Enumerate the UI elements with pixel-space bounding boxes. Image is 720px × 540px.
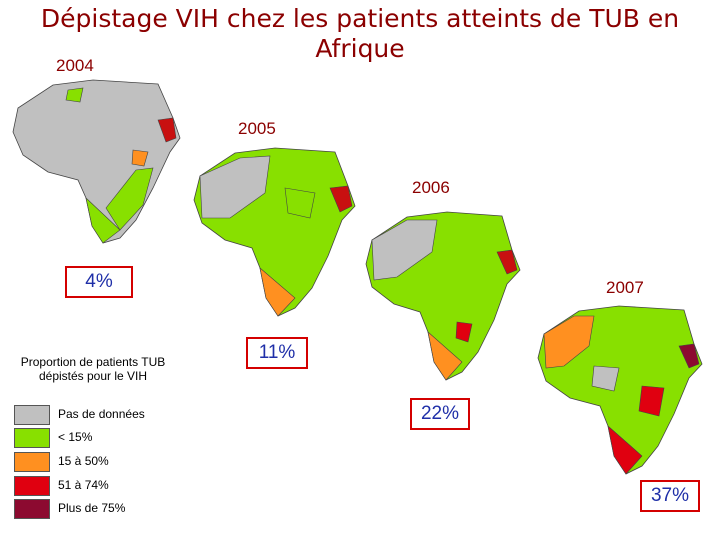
slide-title: Dépistage VIH chez les patients atteints… xyxy=(40,4,680,63)
legend-label: 15 à 50% xyxy=(58,454,109,468)
percent-box-2005: 11% xyxy=(246,337,308,369)
legend-swatch xyxy=(14,499,50,519)
legend-title: Proportion de patients TUB dépistés pour… xyxy=(20,355,166,383)
africa-map-2006 xyxy=(365,211,521,381)
percent-box-2006: 22% xyxy=(410,398,470,430)
africa-map-2004 xyxy=(12,79,181,244)
legend-swatch xyxy=(14,428,50,448)
legend-label: Plus de 75% xyxy=(58,501,126,515)
legend-label: 51 à 74% xyxy=(58,478,109,492)
year-label-2006: 2006 xyxy=(412,178,450,197)
year-label-2005: 2005 xyxy=(238,119,276,138)
percent-box-2007: 37% xyxy=(640,480,700,512)
legend-label: Pas de données xyxy=(58,407,145,421)
africa-map-2005 xyxy=(193,147,356,317)
legend-label: < 15% xyxy=(58,430,93,444)
legend-swatch xyxy=(14,405,50,425)
year-label-2004: 2004 xyxy=(56,56,94,75)
africa-map-2007 xyxy=(537,305,703,475)
legend-swatch xyxy=(14,476,50,496)
year-label-2007: 2007 xyxy=(606,278,644,297)
legend-swatch xyxy=(14,452,50,472)
percent-box-2004: 4% xyxy=(65,266,133,298)
